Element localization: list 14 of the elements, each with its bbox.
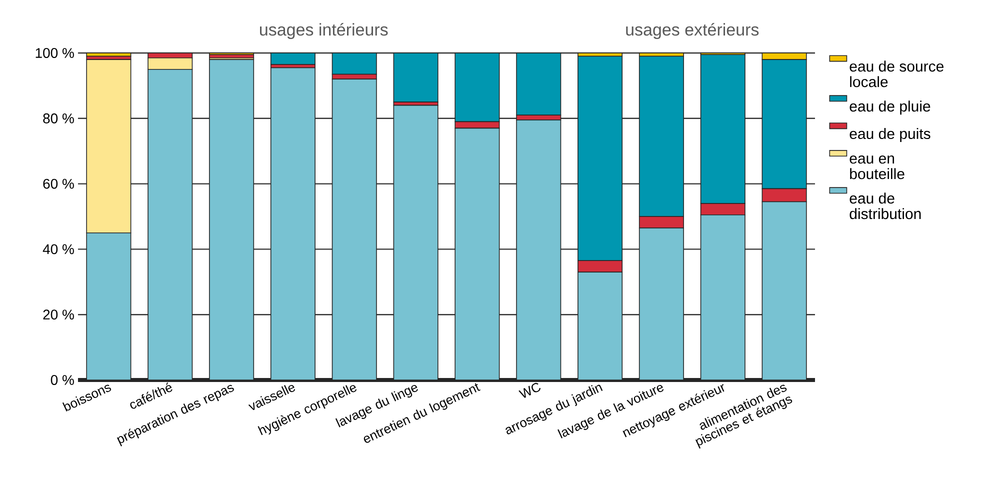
text: usages intérieurs: [260, 22, 388, 40]
legend-label: eau de source locale: [850, 60, 944, 88]
legend-label: eau de pluie: [850, 100, 930, 115]
x-tick-label: WC: [518, 382, 540, 398]
legend-label: eau en bouteille: [850, 155, 904, 180]
legend-label: eau de puits: [850, 128, 930, 142]
y-tick-label: 60 %: [43, 178, 74, 189]
y-tick-label: 40 %: [42, 244, 74, 254]
y-tick-label: 20 %: [43, 310, 74, 320]
text: usages extérieurs: [626, 22, 759, 40]
y-tick-label: 0 %: [50, 375, 74, 385]
y-tick-label: 100 %: [36, 48, 74, 58]
legend-label: eau de distribution: [850, 192, 921, 220]
y-tick-label: 80 %: [43, 113, 74, 124]
